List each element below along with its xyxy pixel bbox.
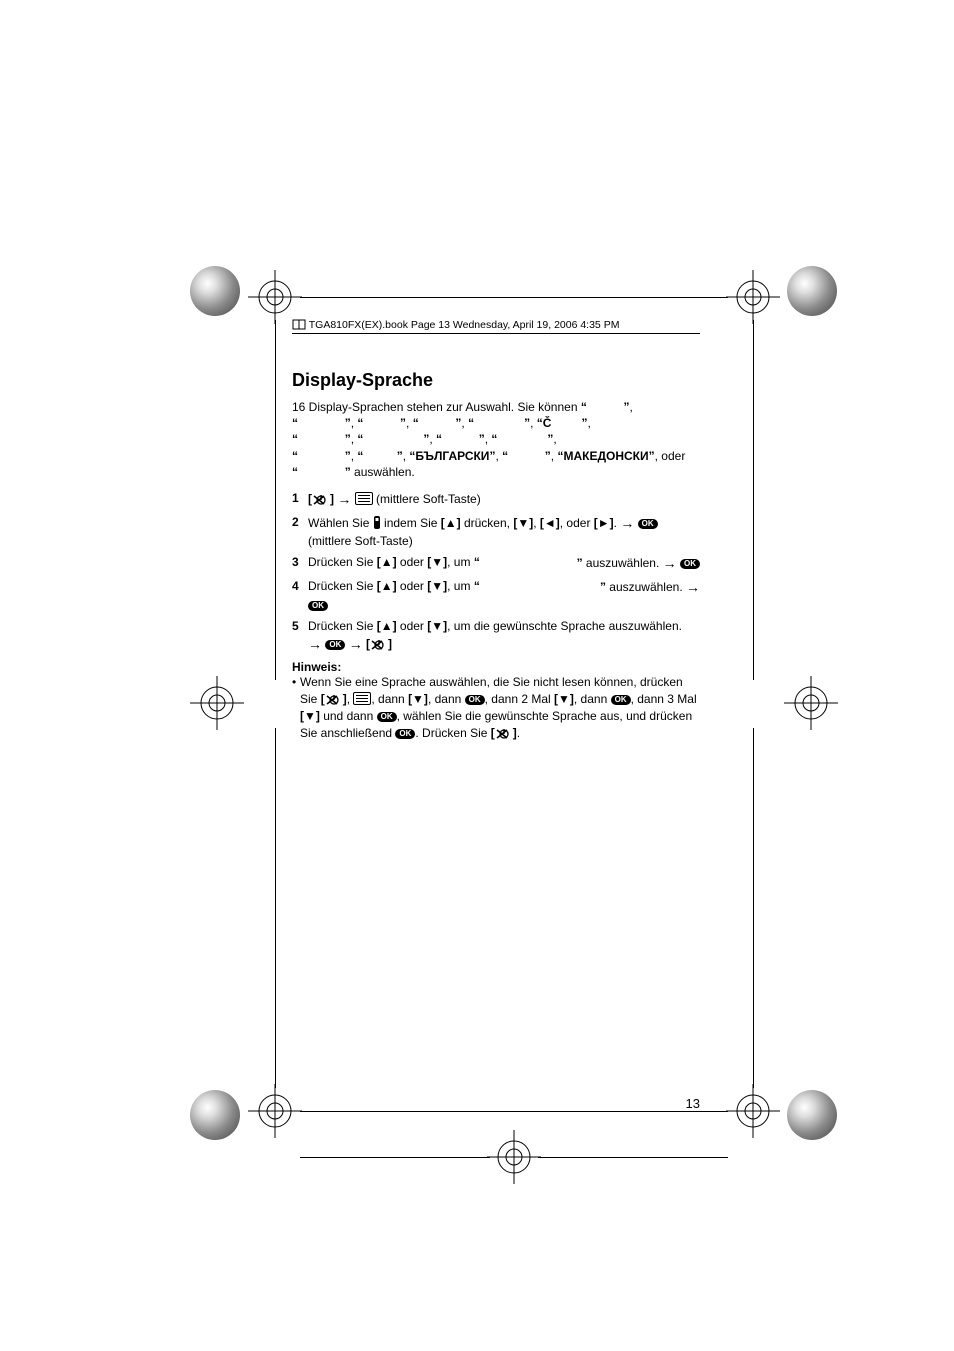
off-key-icon: []	[321, 692, 347, 706]
hinweis-label: Hinweis:	[292, 660, 700, 674]
lang-macedonian: МАКЕДОНСКИ	[563, 449, 648, 463]
page-number: 13	[292, 1096, 700, 1111]
intro-line1: 16 Display-Sprachen stehen zur Auswahl. …	[292, 400, 581, 414]
rule-bottom	[300, 1111, 728, 1112]
down-key: [▼]	[513, 516, 533, 530]
book-icon	[292, 318, 306, 330]
quote-open: “	[581, 400, 587, 414]
off-key-icon: []	[308, 492, 334, 506]
handset-icon	[373, 516, 381, 529]
up-key: [▲]	[441, 516, 461, 530]
reg-orb-bottom-right	[787, 1090, 837, 1140]
rule-left	[275, 320, 276, 680]
ok-icon: OK	[638, 519, 658, 529]
step-4: 4 Drücken Sie [▲] oder [▼], um “ ” auszu…	[292, 578, 700, 614]
hinweis-note: • Wenn Sie eine Sprache auswählen, die S…	[292, 674, 700, 741]
rule-top	[300, 297, 728, 298]
reg-orb-top-left	[190, 266, 240, 316]
lang-bulgarian: БЪЛГАРСКИ	[415, 449, 489, 463]
reg-orb-bottom-left	[190, 1090, 240, 1140]
page-content: Display-Sprache 16 Display-Sprachen steh…	[292, 370, 700, 741]
step-2: 2 Wählen Sie indem Sie [▲] drücken, [▼],…	[292, 514, 700, 550]
step-5: 5 Drücken Sie [▲] oder [▼], um die gewün…	[292, 618, 700, 654]
reg-crosshair-bottom-left	[248, 1084, 302, 1138]
step-1: 1 [] → (mittlere Soft-Taste)	[292, 490, 700, 510]
menu-icon	[355, 492, 373, 505]
reg-crosshair-top-left	[248, 270, 302, 324]
reg-crosshair-mid-right	[784, 676, 838, 730]
reg-crosshair-bottom-center	[487, 1130, 541, 1184]
off-key-icon: []	[366, 637, 392, 651]
reg-crosshair-bottom-right	[726, 1084, 780, 1138]
rule-right	[753, 320, 754, 680]
rule-far-bottom-r	[538, 1157, 728, 1158]
rule-far-bottom	[300, 1157, 490, 1158]
right-key: [►]	[594, 516, 614, 530]
arrow-icon: →	[337, 490, 351, 510]
off-key-icon: []	[491, 726, 517, 740]
step-3: 3 Drücken Sie [▲] oder [▼], um “ ” auszu…	[292, 554, 700, 574]
rule-right-2	[753, 728, 754, 1088]
page-title: Display-Sprache	[292, 370, 700, 391]
book-header: TGA810FX(EX).book Page 13 Wednesday, Apr…	[292, 318, 700, 334]
reg-crosshair-mid-left	[190, 676, 244, 730]
menu-icon	[353, 692, 371, 705]
book-header-text: TGA810FX(EX).book Page 13 Wednesday, Apr…	[309, 319, 620, 331]
rule-left-2	[275, 728, 276, 1088]
intro-paragraph: 16 Display-Sprachen stehen zur Auswahl. …	[292, 399, 700, 480]
reg-crosshair-top-right	[726, 270, 780, 324]
steps-list: 1 [] → (mittlere Soft-Taste) 2 Wählen Si…	[292, 490, 700, 654]
left-key: [◄]	[540, 516, 560, 530]
reg-orb-top-right	[787, 266, 837, 316]
